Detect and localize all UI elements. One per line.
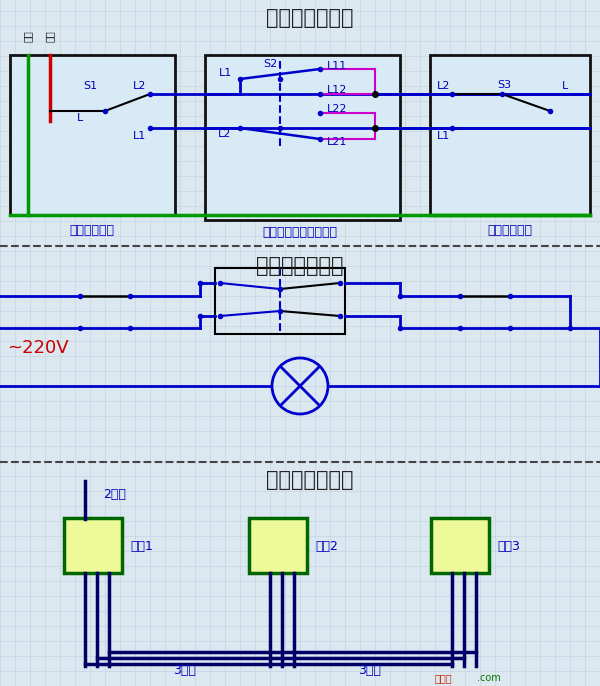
Text: 火线: 火线: [45, 30, 55, 42]
Text: 相线: 相线: [23, 30, 33, 42]
Text: 开关3: 开关3: [497, 539, 520, 552]
Text: L2: L2: [437, 81, 451, 91]
Text: 中途开关（三控开关）: 中途开关（三控开关）: [263, 226, 337, 239]
Bar: [215, 268, 345, 334]
Text: 三控开关原理图: 三控开关原理图: [256, 256, 344, 276]
Text: L: L: [562, 81, 568, 91]
Text: 单开双控开关: 单开双控开关: [487, 224, 533, 237]
Text: S1: S1: [83, 81, 97, 91]
Text: L11: L11: [327, 61, 347, 71]
Text: L22: L22: [327, 104, 347, 114]
Text: S3: S3: [497, 80, 511, 90]
Text: .com: .com: [477, 673, 501, 683]
Text: 三控开关接线图: 三控开关接线图: [266, 8, 354, 28]
Text: L: L: [77, 113, 83, 123]
Bar: [10, 55, 175, 215]
Text: 2根线: 2根线: [104, 488, 127, 501]
Text: ~220V: ~220V: [7, 339, 69, 357]
Bar: [430, 55, 590, 215]
Text: L1: L1: [133, 131, 146, 141]
Text: 开关2: 开关2: [315, 539, 338, 552]
Text: S2: S2: [263, 59, 277, 69]
Text: L12: L12: [327, 85, 347, 95]
Text: 接线图: 接线图: [435, 673, 452, 683]
Text: 3根线: 3根线: [173, 665, 196, 678]
Text: 三控开关布线图: 三控开关布线图: [266, 470, 354, 490]
Bar: [64, 518, 122, 573]
Text: L2: L2: [133, 81, 146, 91]
Text: L21: L21: [327, 137, 347, 147]
Bar: [205, 55, 400, 220]
Text: 单开双控开关: 单开双控开关: [70, 224, 115, 237]
Text: L1: L1: [437, 131, 451, 141]
Bar: [249, 518, 307, 573]
Text: 3根线: 3根线: [359, 665, 382, 678]
Text: L1: L1: [218, 68, 232, 78]
Text: 开关1: 开关1: [130, 539, 153, 552]
Bar: [431, 518, 489, 573]
Text: L2: L2: [218, 129, 232, 139]
